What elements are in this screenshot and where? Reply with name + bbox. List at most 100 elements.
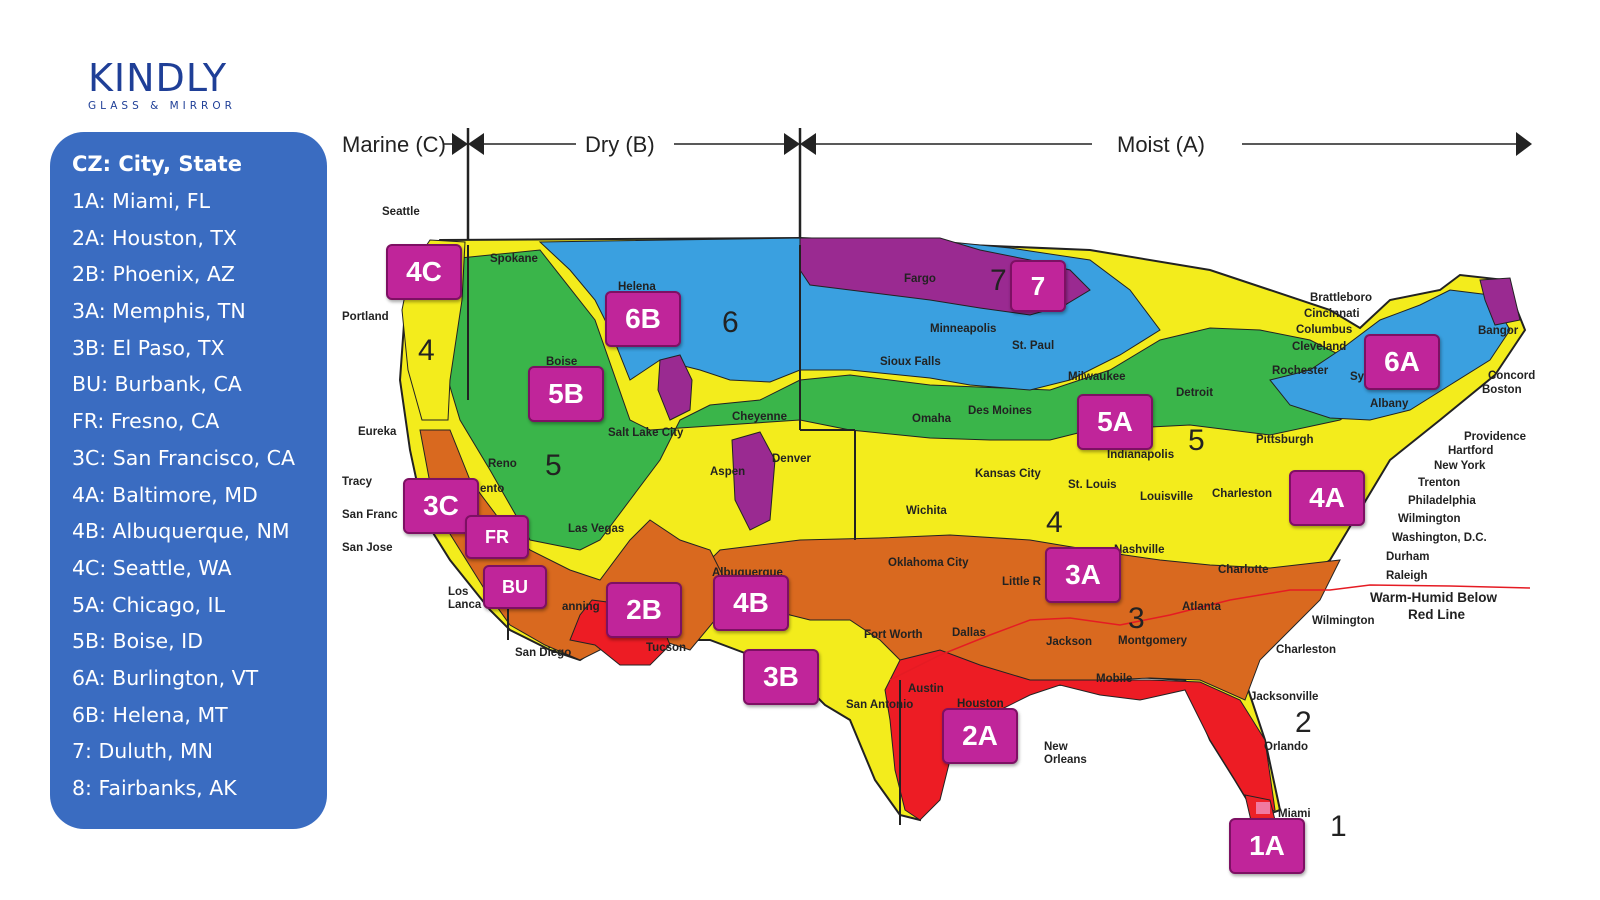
- city-label: Indianapolis: [1107, 449, 1174, 461]
- city-label: San Diego: [515, 647, 571, 659]
- city-label: New York: [1434, 460, 1486, 472]
- legend-item: 5B: Boise, ID: [72, 629, 203, 654]
- legend-item: 8: Fairbanks, AK: [72, 776, 237, 800]
- city-label: Providence: [1464, 431, 1526, 443]
- zone-badge-2b: 2B: [606, 582, 682, 638]
- zone-number-3: 3: [1128, 602, 1145, 635]
- legend-item: 2B: Phoenix, AZ: [72, 262, 235, 287]
- city-label: St. Paul: [1012, 340, 1054, 352]
- city-label: Jacksonville: [1250, 691, 1318, 703]
- zone-number-labels: 1 2 3 4 4 5 5 6 7: [418, 264, 1347, 843]
- city-label: Cheyenne: [732, 411, 787, 423]
- legend-item: 6B: Helena, MT: [72, 702, 228, 727]
- legend-item: 4A: Baltimore, MD: [72, 482, 258, 507]
- zone-badge-4c: 4C: [386, 244, 462, 300]
- logo-tagline: GLASS & MIRROR: [88, 100, 236, 112]
- zone-number-5: 5: [545, 449, 562, 482]
- city-label: Omaha: [912, 413, 952, 425]
- climate-zone-legend: CZ: City, State 1A: Miami, FL 2A: Housto…: [50, 132, 327, 829]
- zone-badge-fr: FR: [465, 515, 529, 559]
- zone-badge-2a: 2A: [942, 708, 1018, 764]
- zone-2-region: [884, 649, 1276, 821]
- city-label: Oklahoma City: [888, 557, 969, 569]
- city-label: Charleston: [1276, 644, 1336, 656]
- legend-title: CZ: City, State: [72, 152, 242, 176]
- city-label: St. Louis: [1068, 479, 1117, 491]
- city-label: Charlotte: [1218, 564, 1268, 576]
- city-label: Raleigh: [1386, 570, 1428, 582]
- city-label: Reno: [488, 458, 517, 470]
- city-label: Brattleboro: [1310, 292, 1372, 304]
- city-label: ento: [480, 483, 504, 495]
- legend-item: BU: Burbank, CA: [72, 372, 242, 397]
- city-label: San Franc: [342, 509, 398, 521]
- city-label: Cincinnati: [1304, 308, 1360, 320]
- city-label: anning: [562, 601, 600, 613]
- city-label: Sioux Falls: [880, 356, 941, 368]
- city-label: Fort Worth: [864, 629, 923, 641]
- zone-number-1: 1: [1330, 810, 1347, 843]
- city-label: Washington, D.C.: [1392, 532, 1487, 544]
- city-label: Concord: [1488, 370, 1535, 382]
- city-label: Fargo: [904, 273, 936, 285]
- legend-item: 3B: El Paso, TX: [72, 335, 225, 360]
- city-label: New: [1044, 741, 1068, 753]
- logo-wordmark: KINDLY: [88, 56, 228, 100]
- legend-item: 2A: Houston, TX: [72, 225, 237, 250]
- city-label: Little R: [1002, 576, 1042, 588]
- city-label: Bangor: [1478, 325, 1519, 337]
- zone-number-5-east: 5: [1188, 424, 1205, 457]
- city-label: Louisville: [1140, 491, 1193, 503]
- city-label: Des Moines: [968, 405, 1032, 417]
- zone-7-region-ne: [1479, 277, 1521, 326]
- city-label: Cleveland: [1292, 341, 1346, 353]
- legend-item: 4C: Seattle, WA: [72, 555, 232, 580]
- zone-badge-6a: 6A: [1364, 334, 1440, 390]
- city-label: Milwaukee: [1068, 371, 1126, 383]
- moisture-regime-header: Marine (C) Dry (B) Moist (A): [342, 128, 1532, 245]
- zone-badge-bu: BU: [483, 565, 547, 609]
- legend-item: 3C: San Francisco, CA: [72, 445, 295, 470]
- city-label: Columbus: [1296, 324, 1352, 336]
- city-label: Miami: [1278, 808, 1311, 820]
- city-label: Orleans: [1044, 754, 1087, 766]
- warm-humid-line: [889, 584, 1531, 681]
- legend-item: 7: Duluth, MN: [72, 739, 214, 764]
- legend-item: 4B: Albuquerque, NM: [72, 519, 290, 544]
- city-label: Seattle: [382, 206, 420, 218]
- city-label: Boston: [1482, 384, 1522, 396]
- legend-list: 1A: Miami, FL 2A: Houston, TX 2B: Phoeni…: [72, 183, 327, 807]
- city-label: Durham: [1386, 551, 1429, 563]
- dry-label: Dry (B): [585, 132, 655, 157]
- zone-badge-6b: 6B: [605, 291, 681, 347]
- city-label: Helena: [618, 281, 656, 293]
- zone-badge-4a: 4A: [1289, 470, 1365, 526]
- city-label: Wilmington: [1398, 513, 1461, 525]
- city-label: Aspen: [710, 466, 745, 478]
- marine-label: Marine (C): [342, 132, 446, 157]
- city-label: Wichita: [906, 505, 947, 517]
- zone-number-4-west: 4: [418, 334, 435, 367]
- city-label: Minneapolis: [930, 323, 996, 335]
- legend-item: FR: Fresno, CA: [72, 409, 220, 434]
- zone-badge-3c: 3C: [403, 478, 479, 534]
- city-label: Houston: [957, 698, 1004, 710]
- zone-badge-1a: 1A: [1229, 818, 1305, 874]
- city-label: Tucson: [646, 642, 686, 654]
- city-label: Boise: [546, 356, 577, 368]
- city-label: Tracy: [342, 476, 373, 488]
- zone-number-6: 6: [722, 306, 739, 339]
- zone-7-region-rockies: [657, 354, 776, 531]
- city-label: Lanca: [448, 599, 482, 611]
- city-label: Dallas: [952, 627, 986, 639]
- zone-number-2: 2: [1295, 706, 1312, 739]
- city-label: San Antonio: [846, 699, 913, 711]
- city-label: Las Vegas: [568, 523, 624, 535]
- warm-humid-note: Warm-Humid Below Red Line: [1370, 590, 1498, 622]
- legend-item: 6A: Burlington, VT: [72, 665, 259, 690]
- company-logo: KINDLY GLASS & MIRROR: [88, 58, 248, 116]
- city-label: Orlando: [1264, 741, 1308, 753]
- climate-zone-map: Marine (C) Dry (B) Moist (A): [342, 128, 1535, 843]
- legend-item: 5A: Chicago, IL: [72, 592, 226, 617]
- city-label: Spokane: [490, 253, 538, 265]
